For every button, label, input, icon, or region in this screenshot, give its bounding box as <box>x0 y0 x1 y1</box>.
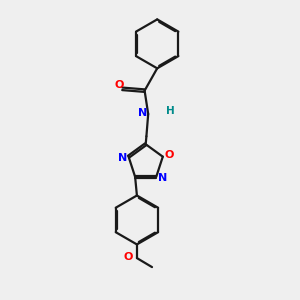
Text: N: N <box>158 173 167 183</box>
Text: N: N <box>137 108 147 118</box>
Text: O: O <box>164 149 174 160</box>
Text: H: H <box>166 106 175 116</box>
Text: N: N <box>118 153 127 163</box>
Text: O: O <box>115 80 124 90</box>
Text: O: O <box>123 252 133 262</box>
